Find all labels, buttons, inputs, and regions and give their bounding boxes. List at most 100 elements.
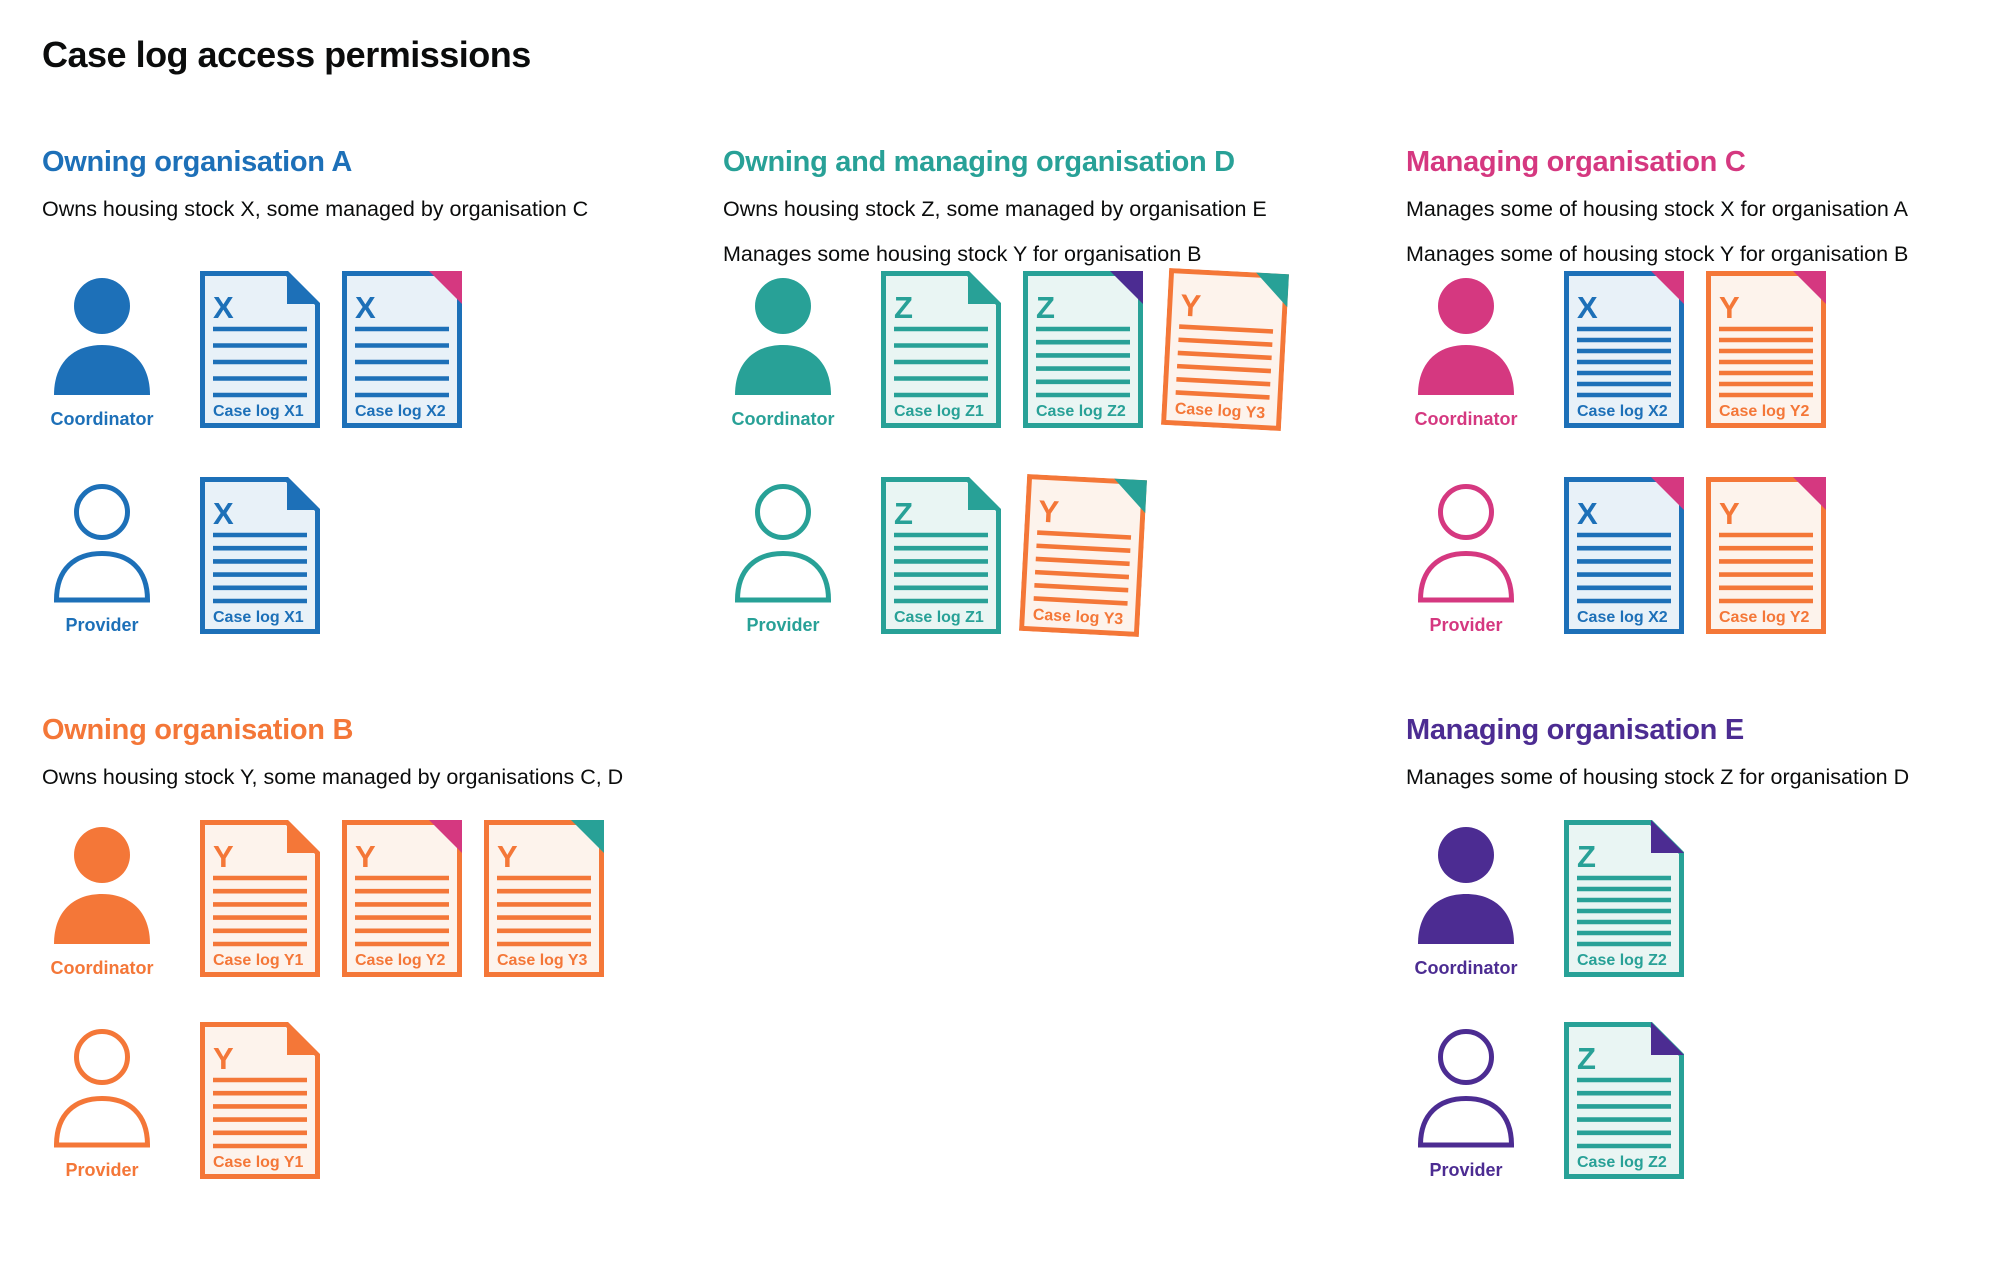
stock-letter: Z [1036, 290, 1055, 325]
provider-row: Provider Y Case log Y1 [42, 1022, 320, 1181]
section-title: Owning organisation A [42, 146, 353, 178]
stock-letter: Y [355, 839, 376, 874]
doc-body [342, 820, 462, 977]
person-body [1418, 894, 1514, 944]
fold-corner [287, 271, 320, 304]
person-head [1438, 278, 1494, 334]
case-log-label: Case log Y1 [213, 1154, 304, 1171]
provider-person: Provider [723, 477, 843, 636]
case-log-label: Case log X2 [1577, 609, 1668, 626]
person-body [1418, 345, 1514, 395]
section-title: Managing organisation E [1406, 714, 1744, 746]
person-head [74, 827, 130, 883]
role-label: Provider [746, 615, 820, 635]
role-label: Coordinator [1414, 958, 1518, 978]
section-description: Owns housing stock Z, some managed by or… [723, 197, 1267, 221]
case-log-docs: Z Case log Z2 [1564, 1022, 1684, 1179]
coordinator-row: Coordinator Y Case log Y1 Y Case log Y2 Y Case… [42, 820, 604, 979]
stock-letter: Y [213, 1041, 234, 1076]
doc-text-line [1036, 543, 1131, 553]
section-description: Manages some of housing stock Y for orga… [1406, 242, 1909, 266]
provider-row: Provider Z Case log Z1 Y Case log Y3 [723, 473, 1148, 638]
case-log-label: Case log Z2 [1577, 1154, 1667, 1171]
doc-body [1564, 477, 1684, 634]
person-body [54, 345, 150, 395]
doc-text-line [1033, 596, 1128, 606]
provider-person: Provider [42, 477, 162, 636]
case-log-docs: X Case log X2 Y Case log Y2 [1564, 271, 1826, 428]
doc-text-line [1177, 350, 1272, 361]
case-log-label: Case log Y3 [1032, 606, 1123, 628]
role-label: Coordinator [1414, 409, 1518, 429]
coordinator-row: Coordinator Z Case log Z2 [1406, 820, 1684, 979]
case-log-label: Case log Y2 [1719, 403, 1810, 420]
fold-corner [968, 477, 1001, 510]
coordinator-icon [1418, 827, 1514, 944]
person-body [735, 345, 831, 395]
stock-letter: Z [1577, 839, 1596, 874]
provider-row: Provider Z Case log Z2 [1406, 1022, 1684, 1181]
stock-letter: Y [1719, 290, 1740, 325]
stock-letter: X [1577, 496, 1598, 531]
fold-corner [287, 820, 320, 853]
case-log-doc: Y Case log Y1 [200, 820, 320, 977]
provider-person: Provider [42, 1022, 162, 1181]
doc-text-line [1037, 530, 1132, 540]
doc-body [342, 271, 462, 428]
doc-body [200, 1022, 320, 1179]
doc-body [1023, 271, 1143, 428]
stock-letter: Z [894, 496, 913, 531]
stock-letter: Y [1179, 288, 1202, 324]
case-log-doc: Y Case log Y3 [484, 820, 604, 977]
doc-body [1564, 1022, 1684, 1179]
role-label: Provider [65, 1160, 139, 1180]
coordinator-icon [735, 278, 831, 395]
section-title: Owning and managing organisation D [723, 146, 1235, 178]
stock-letter: X [1577, 290, 1598, 325]
doc-body [881, 477, 1001, 634]
doc-text-line [1176, 363, 1272, 374]
case-log-doc: Z Case log Z1 [881, 271, 1001, 428]
fold-corner [1651, 1022, 1684, 1055]
fold-corner [1651, 271, 1684, 304]
case-log-label: Case log Z2 [1577, 952, 1667, 969]
case-log-doc: Y Case log Y3 [1018, 473, 1148, 638]
case-log-docs: Z Case log Z1 Y Case log Y3 [881, 473, 1148, 638]
case-log-docs: Z Case log Z1 Z Case log Z2 Y Case log Y3 [881, 267, 1290, 432]
section-org-e: Managing organisation E Manages some of h… [1406, 713, 2000, 1180]
case-log-docs: X Case log X1 [200, 477, 320, 634]
case-log-doc: X Case log X2 [1564, 477, 1684, 634]
role-label: Provider [65, 615, 139, 635]
section-description: Manages some of housing stock X for orga… [1406, 197, 1908, 221]
case-log-label: Case log Y3 [497, 952, 588, 969]
case-log-doc: Y Case log Y2 [1706, 271, 1826, 428]
case-log-label: Case log Y2 [355, 952, 446, 969]
person-head [1438, 1029, 1494, 1085]
section-org-d: Owning and managing organisation D Owns h… [723, 145, 1393, 638]
provider-icon [53, 1029, 151, 1148]
coordinator-row: Coordinator Z Case log Z1 Z Case log Z2 Y Case… [723, 267, 1290, 432]
case-log-doc: X Case log X2 [1564, 271, 1684, 428]
coordinator-person: Coordinator [723, 271, 843, 430]
role-label: Coordinator [50, 958, 154, 978]
doc-body [881, 271, 1001, 428]
fold-corner [1114, 478, 1148, 514]
person-head [74, 278, 130, 334]
case-log-label: Case log X2 [355, 403, 446, 420]
coordinator-icon [1418, 278, 1514, 395]
stock-letter: Y [1719, 496, 1740, 531]
case-log-docs: Y Case log Y1 Y Case log Y2 Y Case log Y3 [200, 820, 604, 977]
section-description: Manages some of housing stock Z for orga… [1406, 765, 1910, 789]
case-log-doc: Y Case log Y2 [342, 820, 462, 977]
case-log-label: Case log X1 [213, 403, 304, 420]
doc-body [484, 820, 604, 977]
role-label: Coordinator [50, 409, 154, 429]
provider-row: Provider X Case log X2 Y Case log Y2 [1406, 477, 1826, 636]
case-log-doc: Y Case log Y3 [1160, 267, 1290, 432]
fold-corner [1793, 271, 1826, 304]
person-body [1417, 1095, 1515, 1148]
provider-icon [53, 484, 151, 603]
stock-letter: X [213, 496, 234, 531]
doc-text-line [1034, 582, 1129, 593]
provider-icon [1417, 484, 1515, 603]
